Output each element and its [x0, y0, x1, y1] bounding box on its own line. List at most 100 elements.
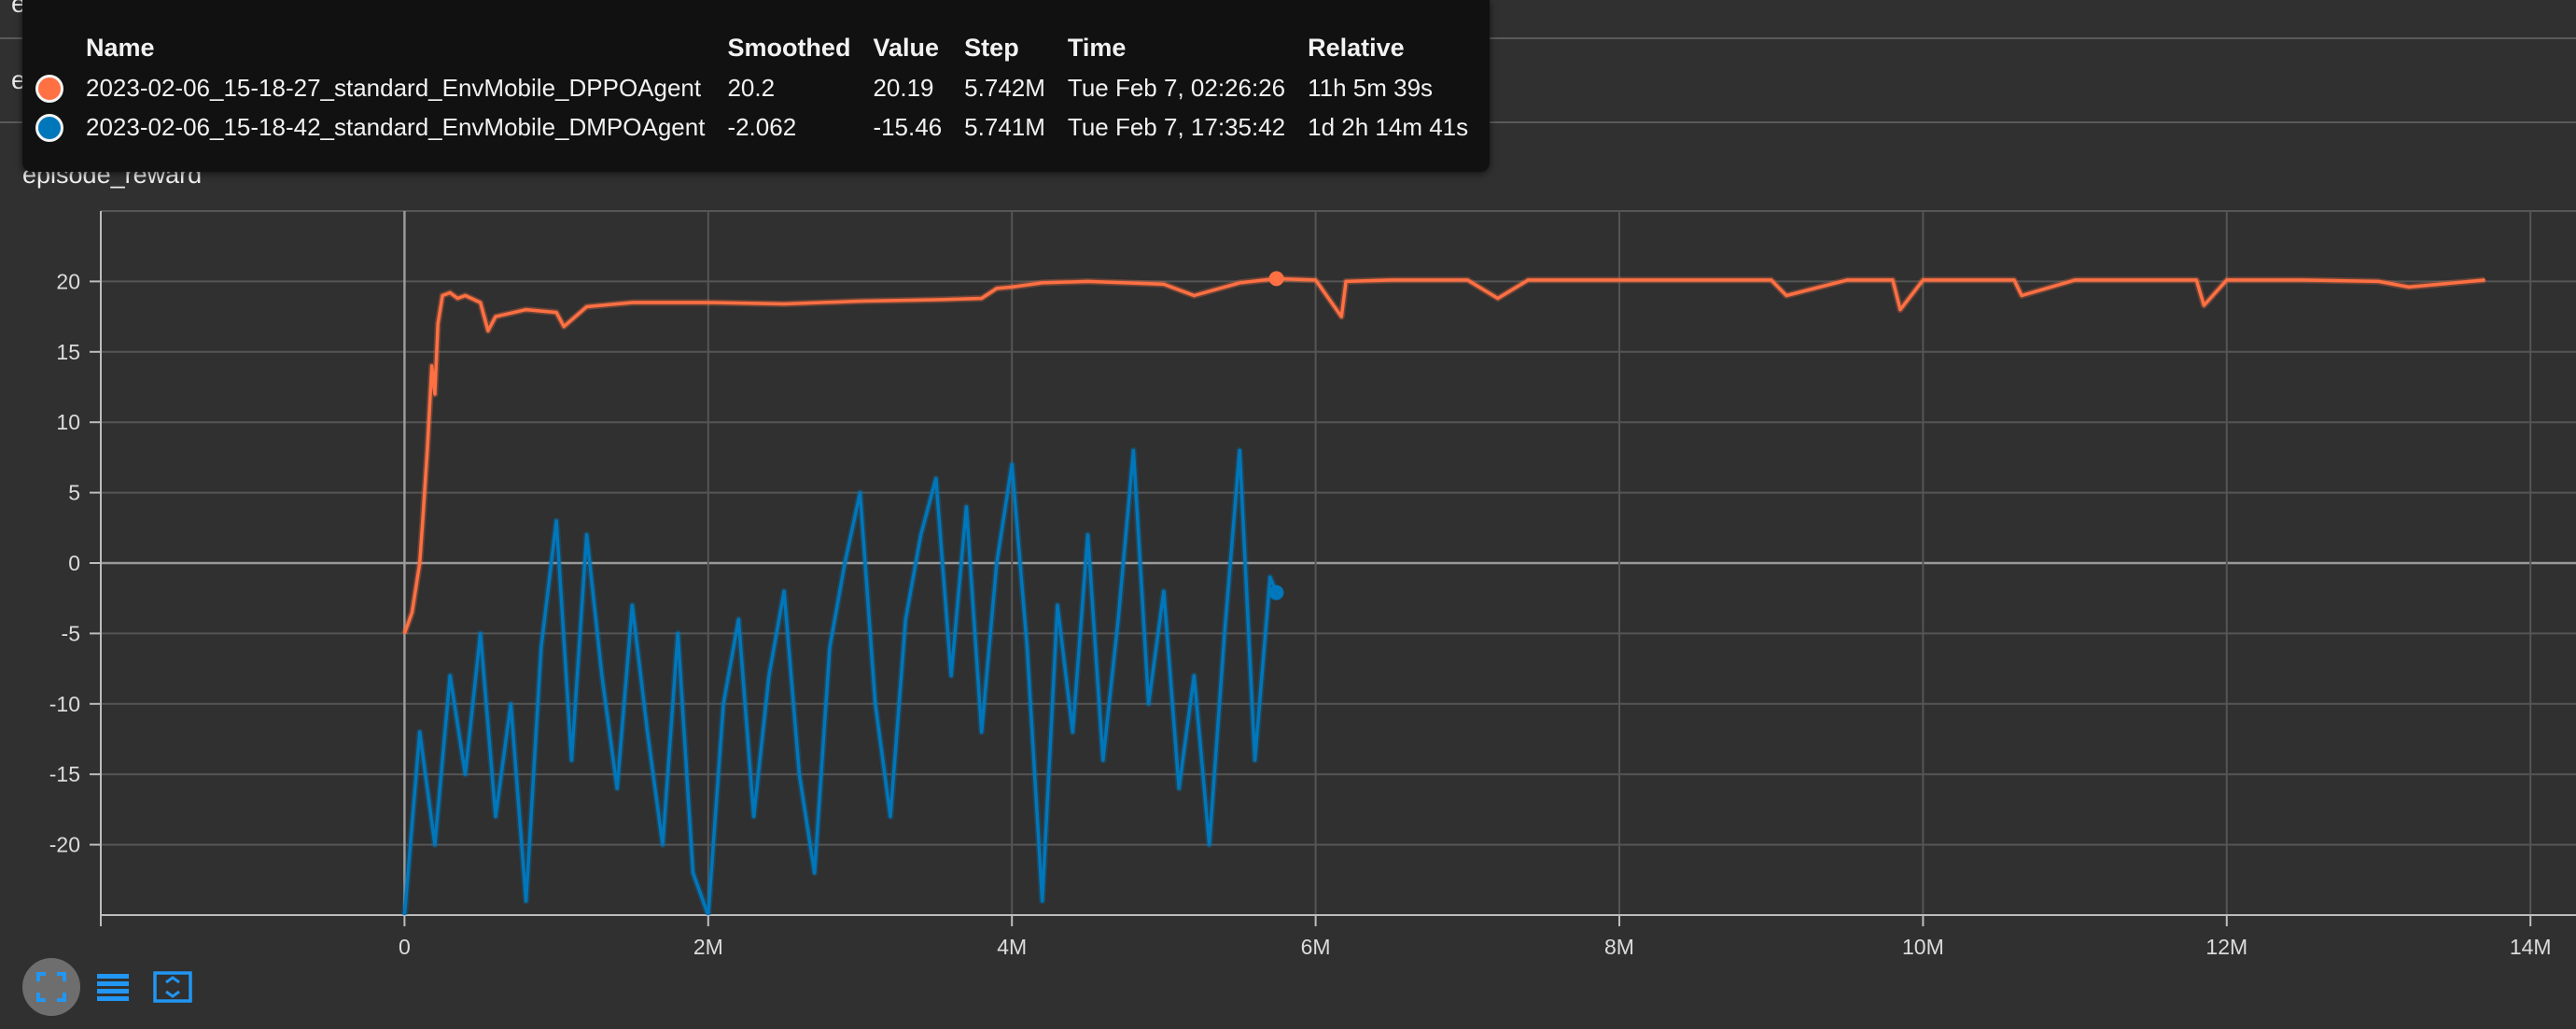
data-point [525, 900, 527, 902]
data-point [1193, 674, 1196, 677]
raw-value: -15.46 [873, 112, 943, 141]
hover-tooltip: Name Smoothed Value Step Time Relative 2… [22, 0, 1490, 172]
data-point [874, 703, 876, 705]
data-point [631, 604, 634, 607]
y-tick-label: 5 [68, 481, 80, 505]
data-point [2021, 294, 2023, 297]
data-point [996, 288, 998, 289]
fit-domain-button[interactable] [144, 958, 202, 1016]
log-scale-button[interactable] [84, 958, 142, 1016]
tooltip-table: Name Smoothed Value Step Time Relative 2… [35, 34, 1491, 147]
data-point [418, 562, 421, 564]
data-point [677, 632, 679, 635]
y-tick-label: -5 [62, 621, 80, 645]
data-point [1011, 286, 1013, 289]
data-point [540, 646, 542, 649]
series-raw-line [401, 275, 2485, 635]
x-tick-label: 6M [1301, 935, 1331, 959]
data-point [829, 646, 831, 649]
y-tick-label: -10 [49, 692, 80, 716]
data-point [859, 300, 861, 303]
data-point [752, 815, 755, 818]
raw-value: 20.19 [873, 73, 934, 102]
data-point [1846, 279, 1848, 281]
data-point [1224, 632, 1225, 635]
data-point [798, 773, 801, 775]
hover-marker [1268, 271, 1284, 287]
y-tick-label: 15 [56, 340, 80, 364]
data-point [1497, 297, 1499, 300]
data-point [1208, 843, 1211, 846]
step-value: 5.742M [964, 73, 1045, 102]
smoothed-value: -2.062 [727, 112, 797, 141]
data-point [2074, 279, 2076, 281]
x-tick-label: 14M [2510, 935, 2552, 959]
data-point [510, 703, 512, 705]
tooltip-swatch-header [35, 34, 86, 68]
data-point [1178, 787, 1180, 790]
series-group [401, 271, 2486, 635]
tooltip-header-step: Step [964, 34, 1019, 62]
y-tick-label: -15 [49, 762, 80, 786]
x-tick-label: 0 [399, 935, 411, 959]
x-tick-label: 12M [2205, 935, 2247, 959]
data-point [422, 519, 424, 522]
x-tick-label: 4M [997, 935, 1027, 959]
fullscreen-button[interactable] [22, 958, 80, 1016]
data-point [616, 787, 618, 790]
data-point [813, 871, 816, 874]
y-tick-label: 0 [68, 551, 80, 575]
data-point [980, 297, 983, 300]
y-tick-label: 20 [56, 269, 80, 293]
relative-value: 1d 2h 14m 41s [1308, 112, 1469, 141]
data-point [555, 519, 557, 522]
data-point [965, 505, 968, 508]
data-point [1239, 449, 1241, 452]
data-point [935, 299, 937, 301]
data-point [2302, 279, 2303, 281]
data-point [919, 534, 922, 536]
tooltip-header-smoothed: Smoothed [727, 34, 851, 62]
data-point [403, 914, 406, 915]
data-point [1770, 279, 1772, 281]
data-point [411, 611, 413, 613]
data-point [996, 562, 998, 564]
data-point [1147, 703, 1150, 705]
data-point [1314, 279, 1317, 281]
data-point [563, 325, 566, 328]
data-point [1340, 316, 1343, 317]
data-point [479, 632, 482, 635]
series-line[interactable] [402, 276, 2485, 634]
data-point [487, 330, 489, 331]
data-point [1268, 576, 1271, 578]
data-point [707, 302, 709, 303]
data-point [441, 294, 443, 297]
series-color-swatch [35, 75, 63, 104]
data-point [2225, 279, 2228, 281]
data-point [464, 294, 467, 297]
data-point [418, 731, 421, 733]
data-point [403, 632, 406, 635]
data-point [646, 731, 649, 733]
data-point [1086, 280, 1089, 283]
data-point [1163, 590, 1165, 592]
data-point [1785, 294, 1787, 297]
data-point [479, 302, 482, 303]
time-value: Tue Feb 7, 02:26:26 [1067, 73, 1286, 102]
run-name: 2023-02-06_15-18-27_standard_EnvMobile_D… [86, 73, 702, 102]
data-point [495, 815, 497, 818]
data-point [844, 562, 847, 564]
tooltip-header-value: Value [873, 34, 939, 62]
data-point [783, 303, 785, 305]
tooltip-header-time: Time [1067, 34, 1127, 62]
run-name: 2023-02-06_15-18-42_standard_EnvMobile_D… [86, 112, 706, 141]
data-point [1922, 279, 1925, 281]
series-group [400, 446, 1284, 915]
data-point [1253, 759, 1256, 761]
data-point [525, 308, 527, 311]
data-point [722, 703, 724, 705]
data-point [1239, 282, 1241, 284]
data-point [1163, 283, 1165, 286]
step-value: 5.741M [964, 112, 1045, 141]
